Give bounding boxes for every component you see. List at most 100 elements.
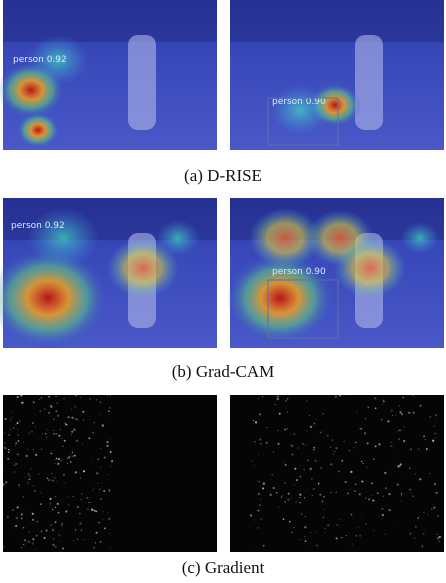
- gradient-speck: [109, 439, 110, 440]
- gradient-speck: [83, 539, 84, 540]
- gradient-speck: [359, 535, 361, 537]
- gradient-speck: [291, 498, 292, 499]
- gradient-speck: [57, 402, 58, 403]
- gradient-speck: [402, 397, 404, 399]
- gradient-speck: [415, 473, 416, 474]
- gradient-speck: [20, 394, 22, 396]
- gradient-speck: [110, 451, 112, 453]
- gradient-speck: [341, 537, 342, 538]
- gradient-speck: [35, 426, 36, 427]
- gradient-speck: [71, 408, 72, 409]
- gradient-speck: [104, 527, 106, 529]
- crowd: [3, 0, 217, 42]
- gradient-speck: [283, 518, 285, 520]
- gradient-speck: [23, 496, 24, 497]
- gradient-speck: [79, 522, 81, 524]
- gradient-speck: [57, 415, 59, 417]
- gradient-speck: [266, 427, 267, 428]
- gradient-speck: [383, 400, 384, 401]
- gradient-speck: [407, 477, 408, 478]
- gradient-speck: [51, 480, 52, 481]
- gradient-speck: [39, 399, 40, 400]
- gradient-speck: [259, 413, 261, 415]
- gradient-speck: [400, 501, 401, 502]
- gradient-speck: [32, 422, 34, 424]
- gradient-speck: [55, 507, 56, 508]
- gradient-speck: [63, 446, 64, 447]
- gradient-speck: [47, 478, 48, 479]
- gradient-speck: [322, 431, 323, 432]
- gradient-speck: [373, 458, 375, 460]
- gradient-speck: [313, 422, 315, 424]
- gradient-speck: [287, 499, 289, 501]
- gradient-speck: [340, 519, 341, 520]
- gradient-speck: [259, 504, 261, 506]
- gradient-speck: [363, 463, 364, 464]
- gradient-speck: [62, 548, 64, 550]
- gradient-speck: [56, 396, 57, 397]
- gradient-speck: [35, 549, 36, 550]
- gradient-speck: [8, 434, 10, 436]
- gradient-speck: [46, 530, 48, 532]
- gradient-speck: [41, 449, 42, 450]
- gradient-speck: [102, 519, 103, 520]
- gradient-speck: [383, 496, 384, 497]
- gradient-speck: [46, 439, 47, 440]
- gradient-speck: [48, 396, 50, 398]
- gradient-speck: [285, 464, 287, 466]
- gradient-speck: [23, 544, 24, 545]
- gradient-speck: [366, 524, 367, 525]
- gradient-speck: [37, 521, 39, 523]
- gradient-speck: [435, 492, 437, 494]
- gradient-speck: [92, 489, 94, 491]
- gradient-speck: [302, 443, 304, 445]
- gradient-speck: [335, 447, 337, 449]
- gradient-speck: [372, 500, 374, 502]
- gradient-speck: [354, 490, 356, 492]
- gradient-speck: [91, 508, 93, 510]
- gradient-speck: [352, 543, 353, 544]
- gradient-speck: [75, 396, 76, 397]
- gradient-speck: [291, 532, 293, 534]
- gradient-speck: [396, 455, 397, 456]
- gradient-speck: [68, 456, 70, 458]
- gradient-speck: [371, 495, 372, 496]
- gradient-speck: [412, 394, 414, 396]
- gradient-speck: [316, 532, 317, 533]
- gradient-speck: [94, 510, 96, 512]
- heatmap-blob: [334, 238, 406, 298]
- gradient-speck: [354, 477, 355, 478]
- gradient-speck: [394, 465, 395, 466]
- gradient-speck: [11, 531, 12, 532]
- gradient-speck: [28, 531, 30, 533]
- gradient-speck: [79, 513, 81, 515]
- gradient-speck: [71, 417, 72, 418]
- gradient-speck: [30, 469, 31, 470]
- gradient-speck: [73, 496, 74, 497]
- batter: [355, 35, 383, 130]
- gradient-speck: [107, 395, 108, 396]
- gradient-speck: [82, 411, 84, 413]
- gradient-speck: [410, 449, 412, 451]
- gradient-speck: [288, 493, 290, 495]
- gradient-speck: [34, 490, 36, 492]
- gradient-speck: [100, 401, 102, 403]
- gradient-speck: [52, 544, 54, 546]
- gradient-speck: [102, 424, 104, 426]
- gradient-speck: [324, 532, 325, 533]
- gradient-speck: [423, 512, 424, 513]
- gradient-speck: [47, 429, 48, 430]
- gradient-speck: [371, 482, 373, 484]
- image: person 0.92: [0, 0, 217, 150]
- gradient-speck: [304, 526, 306, 528]
- gradient-speck: [338, 471, 340, 473]
- gradient-speck: [32, 538, 34, 540]
- gradient-speck: [67, 463, 68, 464]
- gradient-speck: [399, 429, 401, 431]
- gradient-speck: [92, 432, 94, 434]
- gradient-speck: [77, 539, 78, 540]
- gradient-speck: [26, 455, 28, 457]
- gradient-speck: [388, 493, 390, 495]
- gradient-speck: [284, 429, 286, 431]
- gradient-speck: [257, 481, 258, 482]
